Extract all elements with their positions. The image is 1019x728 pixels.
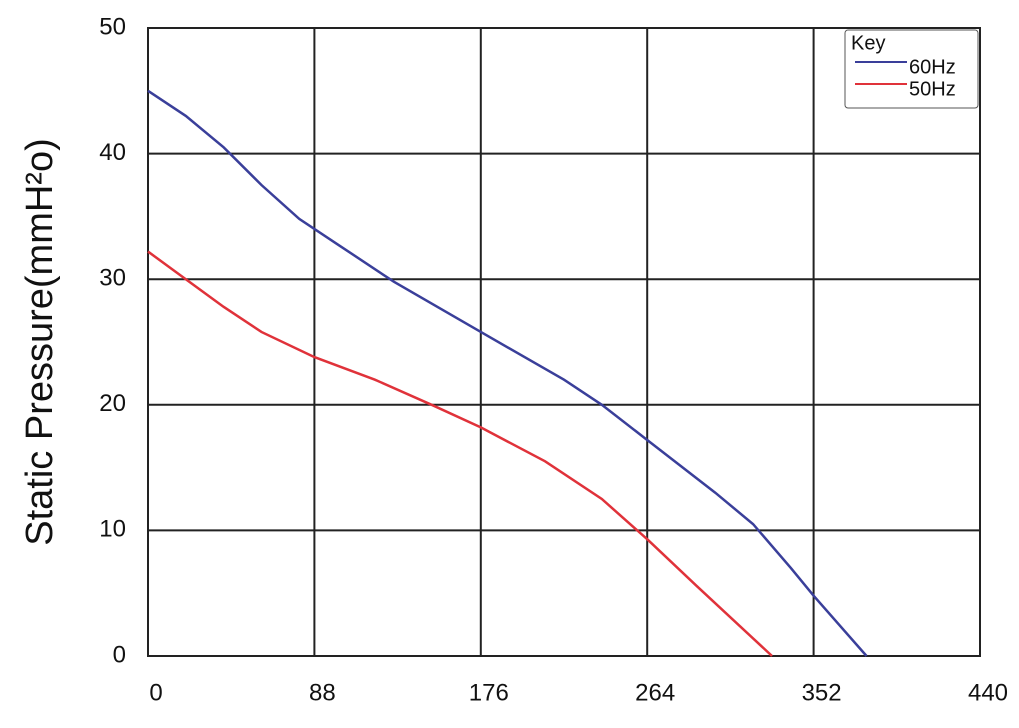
legend-label: 60Hz — [909, 56, 956, 78]
legend-label: 50Hz — [909, 78, 956, 100]
legend-box — [844, 29, 979, 109]
y-tick-label: 50 — [99, 13, 126, 40]
x-tick-label: 0 — [149, 679, 162, 706]
y-tick-label: 40 — [99, 139, 126, 166]
x-tick-label: 264 — [635, 679, 675, 706]
plot-area — [147, 27, 981, 657]
y-axis-label: Static Pressure(mmH²o) — [19, 138, 61, 546]
data-line — [147, 89, 868, 657]
x-tick-label: 176 — [469, 679, 509, 706]
y-tick-label: 10 — [99, 516, 126, 543]
y-tick-label: 0 — [113, 641, 126, 668]
x-tick-label: 440 — [968, 679, 1008, 706]
x-tick-label: 352 — [802, 679, 842, 706]
y-tick-label: 30 — [99, 265, 126, 292]
y-tick-label: 20 — [99, 390, 126, 417]
data-line — [147, 250, 773, 657]
legend-title: Key — [851, 32, 885, 54]
x-tick-label: 88 — [309, 679, 336, 706]
